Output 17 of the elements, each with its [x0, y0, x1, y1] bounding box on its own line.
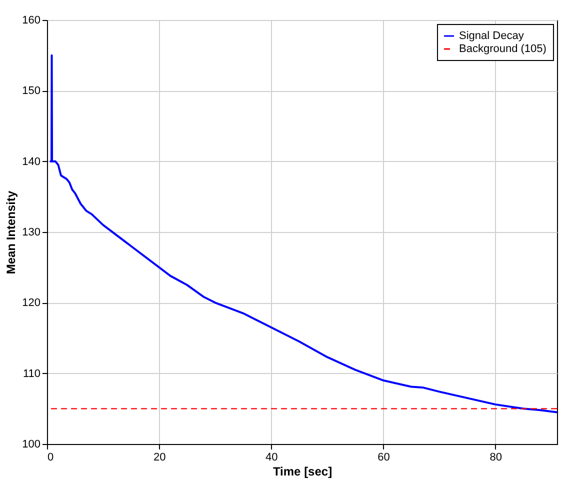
y-tick-label: 140 — [22, 156, 40, 168]
x-tick-label: 40 — [266, 452, 278, 464]
legend-label: Background (105) — [459, 43, 546, 55]
y-axis-title: Mean Intensity — [4, 190, 18, 274]
line-series — [48, 54, 557, 414]
x-tick-label: 0 — [48, 452, 54, 464]
y-tick-label: 130 — [22, 226, 40, 238]
y-tick-label: 110 — [22, 368, 40, 380]
y-tick-label: 160 — [22, 14, 40, 26]
y-tick-label: 100 — [22, 438, 40, 450]
y-tick-label: 150 — [22, 85, 40, 98]
x-tick-label: 20 — [153, 452, 166, 464]
x-tick-label: 60 — [378, 452, 390, 464]
x-tick-label: 80 — [490, 452, 502, 464]
x-axis-title: Time [sec] — [272, 464, 332, 478]
legend-label: Signal Decay — [459, 30, 524, 42]
y-tick-label: 120 — [22, 297, 40, 310]
